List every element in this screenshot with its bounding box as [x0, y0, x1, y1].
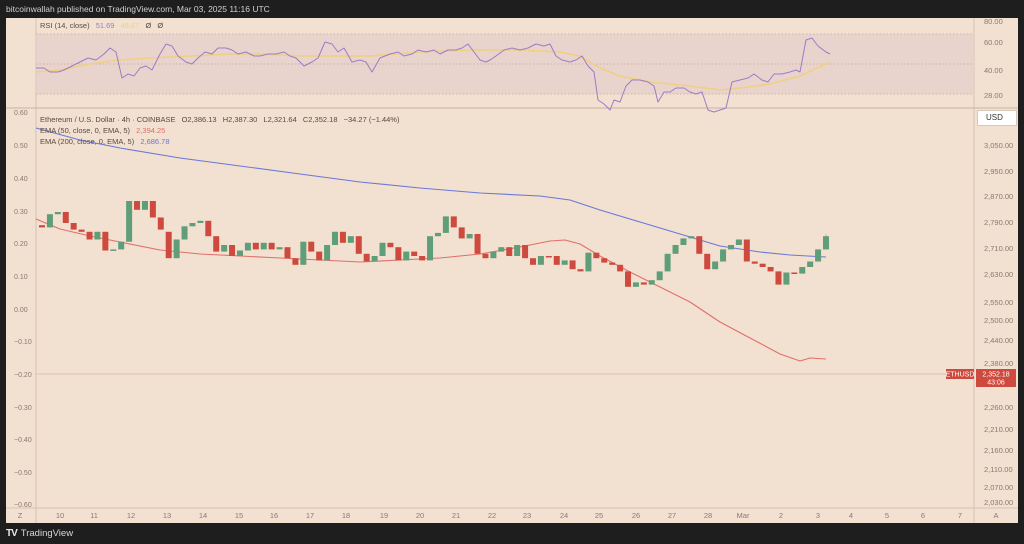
svg-text:27: 27	[668, 511, 676, 520]
svg-text:2,870.00: 2,870.00	[984, 192, 1013, 201]
svg-text:2,110.00: 2,110.00	[984, 465, 1013, 474]
ema200-row[interactable]: EMA (200, close, 0, EMA, 5) 2,686.78	[40, 136, 403, 147]
svg-text:19: 19	[380, 511, 388, 520]
svg-text:−0.30: −0.30	[14, 405, 32, 412]
svg-text:−0.20: −0.20	[14, 372, 32, 379]
svg-text:−0.50: −0.50	[14, 470, 32, 477]
svg-text:2,160.00: 2,160.00	[984, 446, 1013, 455]
svg-text:2,260.00: 2,260.00	[984, 403, 1013, 412]
svg-text:28: 28	[704, 511, 712, 520]
svg-text:2,710.00: 2,710.00	[984, 244, 1013, 253]
svg-text:3,050.00: 3,050.00	[984, 141, 1013, 150]
ema50-row[interactable]: EMA (50, close, 0, EMA, 5) 2,394.25	[40, 125, 403, 136]
settings-icon[interactable]: Ø	[157, 21, 164, 30]
svg-text:24: 24	[560, 511, 568, 520]
svg-text:2,950.00: 2,950.00	[984, 167, 1013, 176]
ema200-label: EMA (200, close, 0, EMA, 5)	[40, 137, 135, 146]
svg-text:0.50: 0.50	[14, 143, 28, 150]
svg-text:2,500.00: 2,500.00	[984, 316, 1013, 325]
svg-text:2,550.00: 2,550.00	[984, 298, 1013, 307]
svg-text:−0.10: −0.10	[14, 339, 32, 346]
low-value: L2,321.64	[263, 115, 297, 124]
footer: TV TradingView	[0, 523, 1024, 544]
svg-text:20: 20	[416, 511, 424, 520]
svg-text:26: 26	[632, 511, 640, 520]
svg-text:40.00: 40.00	[984, 66, 1003, 75]
svg-text:80.00: 80.00	[984, 18, 1003, 26]
svg-text:Mar: Mar	[737, 511, 750, 520]
svg-text:25: 25	[595, 511, 603, 520]
svg-text:16: 16	[270, 511, 278, 520]
svg-text:2: 2	[779, 511, 783, 520]
ema50-value: 2,394.25	[136, 126, 166, 135]
visibility-icon[interactable]: Ø	[145, 21, 152, 30]
svg-text:2,030.00: 2,030.00	[984, 498, 1013, 507]
main-legend: Ethereum / U.S. Dollar · 4h · COINBASE O…	[40, 114, 403, 147]
symbol-label[interactable]: Ethereum / U.S. Dollar · 4h · COINBASE	[40, 115, 176, 124]
svg-text:Z: Z	[18, 511, 23, 520]
svg-text:0.60: 0.60	[14, 110, 28, 117]
svg-text:0.10: 0.10	[14, 274, 28, 281]
svg-text:0.40: 0.40	[14, 176, 28, 183]
svg-text:2,070.00: 2,070.00	[984, 483, 1013, 492]
svg-text:2,352.18: 2,352.18	[982, 372, 1009, 379]
svg-text:5: 5	[885, 511, 889, 520]
svg-text:28.00: 28.00	[984, 91, 1003, 100]
svg-text:2,790.00: 2,790.00	[984, 218, 1013, 227]
svg-text:23: 23	[523, 511, 531, 520]
svg-text:2,380.00: 2,380.00	[984, 359, 1013, 368]
svg-text:−0.60: −0.60	[14, 502, 32, 509]
svg-text:7: 7	[958, 511, 962, 520]
svg-text:12: 12	[127, 511, 135, 520]
svg-text:11: 11	[90, 511, 98, 520]
price-chart[interactable]: 80.0060.0040.0028.000.600.500.400.300.20…	[6, 17, 1018, 523]
svg-text:4: 4	[849, 511, 853, 520]
ema200-value: 2,686.78	[140, 137, 170, 146]
svg-text:6: 6	[921, 511, 925, 520]
svg-text:ETHUSD: ETHUSD	[946, 372, 975, 379]
currency-selector[interactable]: USD	[977, 110, 1017, 126]
change-value: −34.27 (−1.44%)	[343, 115, 400, 124]
svg-text:60.00: 60.00	[984, 38, 1003, 47]
svg-text:2,630.00: 2,630.00	[984, 270, 1013, 279]
svg-text:21: 21	[452, 511, 460, 520]
svg-text:0.20: 0.20	[14, 241, 28, 248]
ema50-label: EMA (50, close, 0, EMA, 5)	[40, 126, 131, 135]
rsi-legend: RSI (14, close) 51.69 46.67 Ø Ø	[40, 21, 167, 30]
rsi-ma-value: 46.67	[120, 21, 140, 30]
svg-text:2,440.00: 2,440.00	[984, 336, 1013, 345]
svg-text:17: 17	[306, 511, 314, 520]
svg-text:43:06: 43:06	[987, 380, 1005, 387]
svg-text:−0.40: −0.40	[14, 437, 32, 444]
svg-text:18: 18	[342, 511, 350, 520]
rsi-value: 51.69	[95, 21, 115, 30]
svg-text:13: 13	[163, 511, 171, 520]
chart-frame: 80.00 60.00 40.00 28.00 0.60 0.50 0.40 0.30 0.20…	[6, 17, 1018, 523]
brand-name: TradingView	[20, 528, 74, 539]
svg-text:10: 10	[56, 511, 64, 520]
close-value: C2,352.18	[302, 115, 338, 124]
open-value: O2,386.13	[181, 115, 217, 124]
published-banner: bitcoinwallah published on TradingView.c…	[0, 0, 1024, 18]
svg-text:A: A	[993, 511, 998, 520]
svg-text:0.00: 0.00	[14, 307, 28, 314]
svg-text:3: 3	[816, 511, 820, 520]
svg-text:14: 14	[199, 511, 207, 520]
ohlc-row: Ethereum / U.S. Dollar · 4h · COINBASE O…	[40, 114, 403, 125]
svg-text:2,210.00: 2,210.00	[984, 425, 1013, 434]
svg-text:15: 15	[235, 511, 243, 520]
svg-text:22: 22	[488, 511, 496, 520]
high-value: H2,387.30	[222, 115, 258, 124]
rsi-label: RSI (14, close)	[40, 21, 90, 30]
tradingview-logo-icon: TV	[6, 528, 18, 539]
svg-text:0.30: 0.30	[14, 209, 28, 216]
